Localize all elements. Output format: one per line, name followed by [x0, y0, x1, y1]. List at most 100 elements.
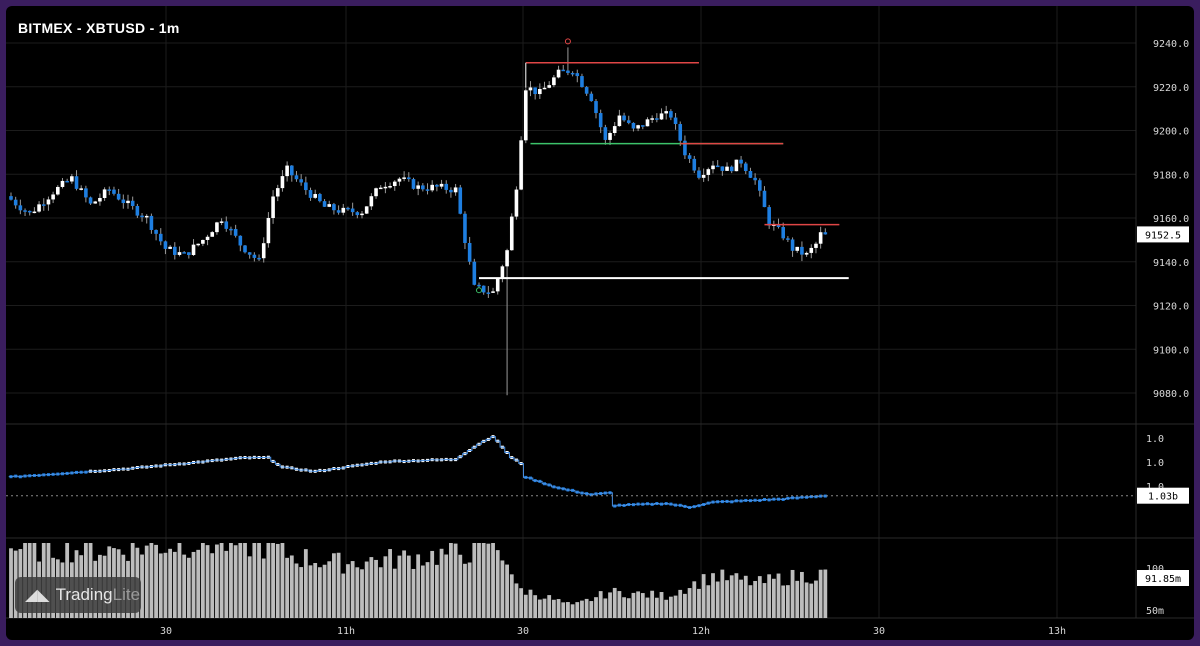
candle-bull: [271, 196, 275, 219]
candle-bull: [374, 188, 378, 197]
candle-bear: [243, 245, 247, 253]
candle-bear: [467, 243, 472, 262]
candle-bull: [60, 180, 65, 187]
volume-bar: [219, 543, 224, 618]
candle-bear: [13, 199, 18, 206]
volume-bar: [350, 561, 355, 618]
candle-bull: [509, 216, 514, 251]
candle-bull: [275, 188, 280, 197]
candle-bull: [32, 211, 37, 214]
osc-tick-label: 1.0: [1146, 434, 1164, 445]
candle-bull: [168, 246, 172, 249]
volume-bar: [266, 543, 271, 618]
volume-bar: [327, 561, 332, 618]
volume-bar: [785, 585, 790, 618]
candle-bear: [299, 179, 303, 183]
volume-bar: [706, 585, 711, 618]
candle-bear: [570, 72, 575, 75]
candle-bear: [444, 183, 449, 190]
volume-bar: [523, 594, 528, 618]
volume-bar: [795, 580, 800, 618]
volume-bar: [257, 543, 261, 618]
candle-bull: [617, 115, 622, 127]
time-tick-label: 30: [873, 626, 885, 637]
candle-bear: [673, 117, 678, 125]
candle-bull: [659, 113, 664, 120]
candle-bear: [229, 228, 233, 231]
volume-bar: [762, 583, 767, 618]
volume-bar: [299, 567, 304, 618]
candle-bear: [238, 235, 243, 246]
candle-bull: [524, 90, 528, 141]
candle-bull: [126, 200, 130, 204]
candle-bear: [481, 285, 486, 293]
candle-bear: [318, 194, 322, 202]
candle-bear: [776, 224, 781, 228]
volume-bar: [800, 571, 804, 618]
volume-bar: [172, 551, 177, 618]
candle-bear: [697, 170, 701, 178]
candle-bear: [594, 101, 598, 114]
volume-bar: [317, 567, 322, 618]
volume-bar: [505, 564, 509, 618]
time-tick-label: 30: [517, 626, 529, 637]
volume-bar: [210, 553, 215, 618]
candle-bear: [304, 182, 308, 191]
candle-bear: [823, 232, 828, 235]
candle-bear: [173, 246, 177, 255]
candle-bear: [355, 212, 360, 216]
candle-bear: [116, 193, 121, 200]
volume-bar: [725, 580, 729, 618]
volume-bar: [542, 598, 547, 618]
volume-bar: [294, 563, 299, 618]
volume-bar: [477, 543, 481, 618]
candle-bear: [748, 171, 753, 178]
candle-bear: [603, 127, 608, 140]
candle-bull: [70, 176, 74, 182]
volume-bar: [804, 582, 809, 618]
price-tick-label: 9240.0: [1153, 39, 1189, 50]
candle-bear: [641, 125, 645, 127]
volume-bar: [495, 550, 500, 618]
volume-bar: [668, 596, 673, 618]
candle-bull: [219, 221, 224, 223]
volume-bar: [612, 587, 617, 618]
volume-bar: [140, 554, 144, 618]
candle-bear: [322, 201, 327, 207]
time-tick-label: 11h: [337, 626, 355, 637]
volume-bar: [346, 564, 350, 618]
volume-bar: [383, 556, 388, 618]
volume-bar: [823, 569, 828, 618]
candle-bull: [818, 232, 823, 244]
candle-bear: [290, 165, 294, 176]
volume-bar: [154, 544, 158, 618]
candle-bear: [790, 239, 795, 251]
candle-bear: [729, 166, 734, 172]
candle-bull: [98, 197, 102, 202]
candle-bull: [795, 246, 800, 251]
volume-bar: [158, 553, 163, 618]
volume-bar: [332, 553, 336, 618]
chart-canvas[interactable]: 9240.0 9220.0 9200.0 9180.0 9160.0 9140.0 9120…: [6, 6, 1194, 640]
candle-bear: [294, 175, 299, 180]
volume-bar: [729, 575, 734, 618]
volume-bar: [509, 574, 514, 618]
volume-bar: [551, 599, 556, 618]
candle-bear: [463, 213, 467, 244]
candle-bull: [542, 87, 547, 90]
volume-bar: [809, 583, 814, 618]
volume-bar: [420, 565, 425, 618]
volume-bar: [322, 564, 327, 618]
tradinglite-logo: ◢◣ Trading Lite: [15, 577, 141, 613]
volume-bar: [739, 579, 743, 618]
candle-bear: [88, 197, 93, 204]
volume-bar: [200, 543, 205, 618]
volume-bar: [280, 543, 285, 618]
candle-bull: [364, 206, 369, 214]
volume-bar: [439, 548, 444, 618]
candle-bull: [392, 181, 397, 187]
candle-bull: [205, 236, 210, 240]
candle-bear: [762, 190, 767, 208]
candle-bull: [341, 207, 346, 213]
volume-bar: [584, 598, 589, 618]
